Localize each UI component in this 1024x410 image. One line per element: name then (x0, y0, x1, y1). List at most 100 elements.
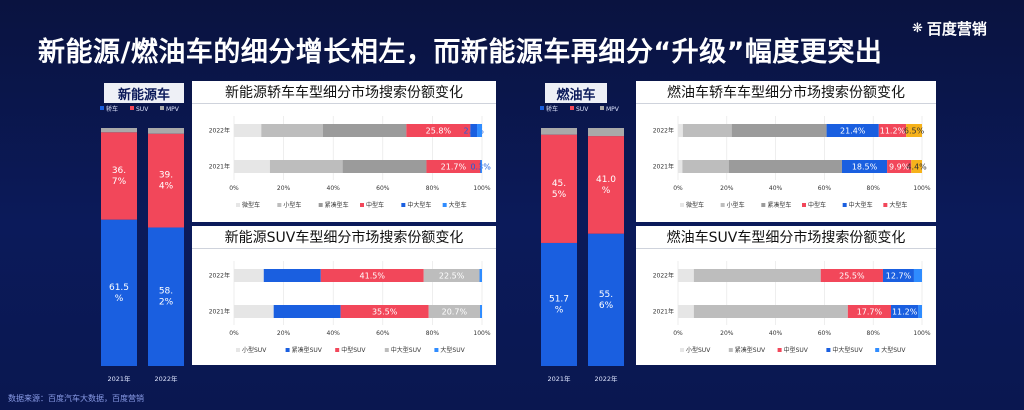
ice-suv-chart-title: 燃油车SUV车型细分市场搜索份额变化 (636, 226, 936, 250)
hbar-segment-1-1 (269, 160, 343, 173)
stack-bar-0-1 (541, 134, 577, 243)
hbar-legend-label-0: 小型SUV (242, 346, 267, 354)
hbar-segment-0-2 (731, 124, 827, 137)
hbar-legend-label-0: 微型车 (242, 201, 260, 209)
stack-bar-1-2 (588, 128, 624, 137)
hbar-legend-swatch-5 (883, 203, 888, 207)
stack-bar-0-2 (541, 128, 577, 135)
hbar-legend-swatch-0 (236, 203, 240, 207)
hbar-legend-label-2: 中型SUV (784, 346, 809, 354)
hbar-legend-label-2: 中型SUV (341, 346, 366, 354)
hbar-segment-1-5 (481, 160, 482, 173)
y-category-label-0: 2022年 (209, 127, 230, 135)
stack-value-label-1-0: 55. 6% (599, 290, 614, 311)
y-category-label-1: 2021年 (653, 163, 674, 171)
y-category-label-0: 2022年 (209, 272, 230, 280)
hbar-segment-1-2 (340, 305, 429, 318)
hbar-segment-0-3 (406, 124, 471, 137)
x-tick-label-5: 100% (473, 330, 490, 337)
nev-suv-chart-title: 新能源SUV车型细分市场搜索份额变化 (192, 226, 496, 250)
x-tick-label-4: 80% (867, 330, 881, 337)
stack-bar-1-1 (588, 136, 624, 234)
y-category-label-0: 2022年 (653, 127, 674, 135)
hbar-segment-1-4 (918, 305, 922, 318)
hbar-segment-1-1 (693, 305, 848, 318)
y-category-label-1: 2021年 (209, 308, 230, 316)
hbar-segment-0-0 (234, 124, 262, 137)
stack-value-label-1-1: 39. 4% (159, 171, 174, 192)
section-label-ice: 燃油车 (545, 83, 607, 103)
ice-type-stack-chart: 轿车 SUV MPV 51.7 % 45. 5% 2021年 55. 6% 41.0 % 2022年 (540, 105, 624, 383)
legend-label-2: MPV (606, 106, 620, 113)
nev-sedan-chart-title: 新能源轿车车型细分市场搜索份额变化 (192, 81, 496, 105)
x-tick-label-3: 60% (376, 330, 390, 337)
hbar-value-label-1-3: 21.7% (441, 163, 467, 172)
brand-logo: ❋ 百度营销 (912, 18, 987, 39)
x-tick-label-0: 0% (673, 330, 683, 337)
hbar-value-label-0-3: 25.8% (426, 127, 452, 136)
ice-sedan-chart-title: 燃油车轿车车型细分市场搜索份额变化 (636, 81, 936, 105)
section-label-nev: 新能源车 (104, 83, 184, 103)
x-tick-label-5: 100% (913, 330, 930, 337)
x-tick-label-2: 40% (327, 185, 341, 192)
legend-swatch-2 (160, 106, 164, 110)
stack-bar-1-0 (148, 227, 184, 366)
hbar-segment-0-1 (263, 269, 321, 282)
ice-suv-chart: 0% 20% 40% 60% 80% 100% 2022年 25.5% 12.7% 2021年 17… (636, 249, 936, 365)
hbar-legend-label-5: 大型车 (449, 201, 467, 209)
stack-category-label-0: 2021年 (547, 374, 571, 383)
hbar-value-label-1-2: 35.5% (372, 308, 398, 317)
hbar-value-label-0-4: 2.7% (464, 127, 485, 136)
stack-value-label-1-1: 41.0% (596, 175, 616, 196)
hbar-segment-0-0 (678, 124, 683, 137)
stack-bar-1-2 (148, 128, 184, 134)
hbar-legend-swatch-4 (401, 203, 406, 207)
x-tick-label-5: 100% (473, 185, 490, 192)
x-tick-label-1: 20% (720, 330, 734, 337)
brand-logo-text: 百度营销 (926, 20, 987, 38)
legend-swatch-2 (600, 106, 604, 110)
hbar-value-label-0-2: 25.5% (839, 272, 865, 281)
hbar-legend-swatch-3 (802, 203, 806, 207)
hbar-legend-label-1: 小型车 (283, 201, 301, 209)
hbar-value-label-1-5: 9.9% (889, 163, 910, 172)
hbar-legend-label-0: 微型车 (686, 201, 704, 209)
x-tick-label-4: 80% (426, 330, 440, 337)
legend-swatch-1 (130, 106, 134, 110)
y-category-label-1: 2021年 (209, 163, 230, 171)
x-tick-label-2: 40% (769, 185, 783, 192)
hbar-legend-label-2: 紧凑型车 (767, 201, 791, 209)
hbar-legend-swatch-0 (680, 203, 684, 207)
stack-bar-0-0 (541, 242, 577, 366)
hbar-segment-0-4 (479, 269, 482, 282)
x-tick-label-1: 20% (277, 185, 291, 192)
hbar-legend-swatch-1 (720, 203, 725, 207)
hbar-legend-label-4: 中大型车 (407, 201, 431, 209)
hbar-legend-swatch-2 (761, 203, 766, 207)
hbar-segment-1-1 (273, 305, 341, 318)
y-category-label-0: 2022年 (653, 272, 674, 280)
stack-bar-0-1 (101, 132, 137, 220)
x-tick-label-2: 40% (327, 330, 341, 337)
x-tick-label-0: 0% (229, 330, 239, 337)
hbar-legend-swatch-3 (360, 203, 364, 207)
x-tick-label-4: 80% (867, 185, 881, 192)
hbar-legend-swatch-1 (277, 203, 282, 207)
y-category-label-1: 2021年 (653, 308, 674, 316)
hbar-legend-swatch-2 (318, 203, 323, 207)
hbar-segment-0-3 (882, 269, 914, 282)
hbar-segment-1-0 (678, 305, 694, 318)
x-tick-label-3: 60% (818, 185, 832, 192)
x-tick-label-4: 80% (426, 185, 440, 192)
hbar-segment-0-5 (477, 124, 482, 137)
hbar-segment-1-1 (682, 160, 729, 173)
legend-swatch-0 (100, 106, 104, 110)
hbar-segment-1-4 (480, 160, 482, 173)
data-source-footnote: 数据来源：百度汽车大数据，百度营销 (8, 394, 144, 403)
hbar-segment-1-3 (426, 160, 481, 173)
hbar-legend-swatch-0 (680, 348, 684, 352)
stack-value-label-0-0: 61.5% (109, 283, 129, 304)
legend-label-0: 轿车 (546, 105, 558, 113)
hbar-value-label-0-5: 11.2% (880, 127, 906, 136)
hbar-value-label-1-3: 11.2% (892, 308, 918, 317)
